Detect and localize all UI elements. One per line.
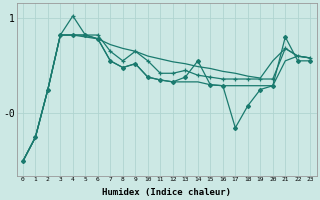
X-axis label: Humidex (Indice chaleur): Humidex (Indice chaleur) — [102, 188, 231, 197]
